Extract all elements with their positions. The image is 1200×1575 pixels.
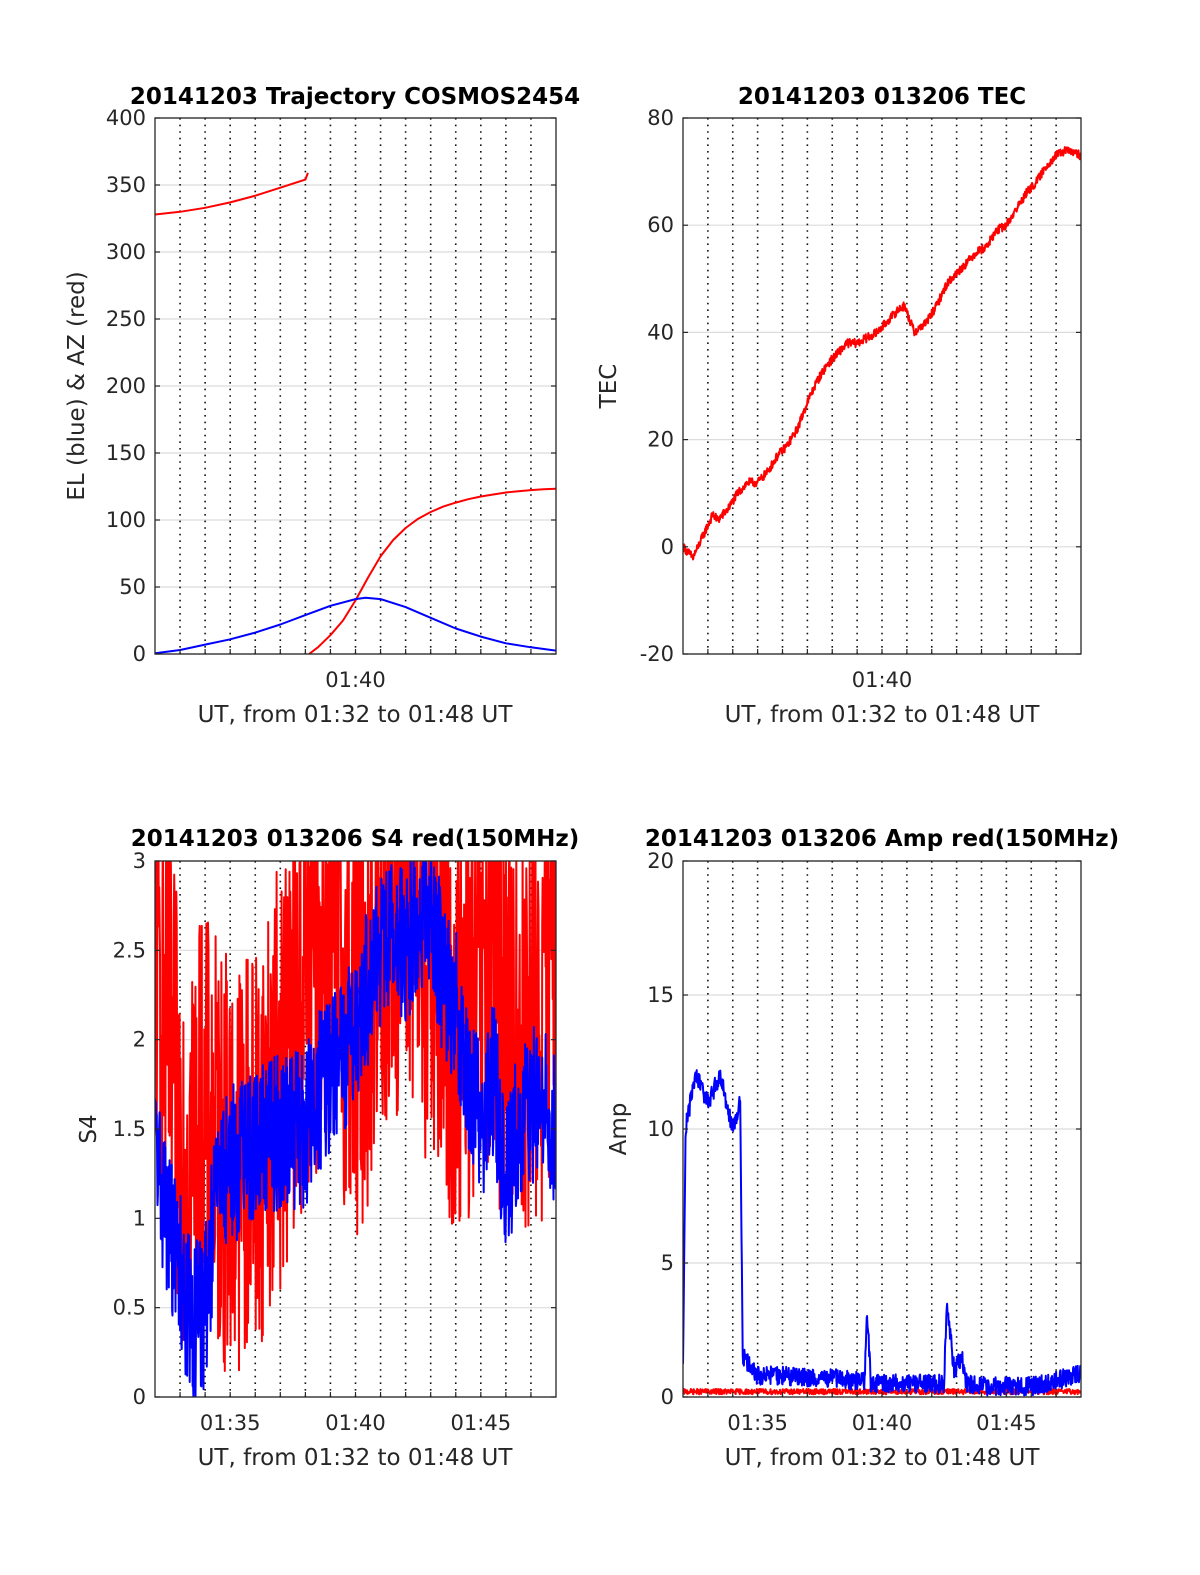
panel-title: 20141203 013206 Amp red(150MHz)	[645, 826, 1119, 852]
x-tick-label: 01:40	[325, 668, 386, 692]
y-tick-label: 15	[647, 983, 674, 1007]
x-axis-label: UT, from 01:32 to 01:48 UT	[725, 1445, 1041, 1471]
series-group	[155, 861, 556, 1397]
x-tick-label: 01:40	[852, 1411, 913, 1435]
x-tick-label: 01:40	[325, 1411, 386, 1435]
panel-tec: 20141203 013206 TEC UT, from 01:32 to 01…	[596, 84, 1082, 728]
y-tick-label: 0	[133, 642, 146, 666]
y-tick-label: 400	[106, 106, 146, 130]
y-tick-label: 300	[106, 240, 146, 264]
y-tick-label: -20	[640, 642, 674, 666]
y-tick-label: 80	[647, 106, 674, 130]
series-line-1-seg-0	[683, 1069, 1081, 1397]
y-tick-label: 350	[106, 173, 146, 197]
y-tick-label: 0	[661, 535, 674, 559]
y-tick-label: 0.5	[113, 1296, 146, 1320]
panel-s4: 20141203 013206 S4 red(150MHz) UT, from …	[76, 826, 580, 1471]
x-tick-label: 01:35	[200, 1411, 261, 1435]
y-tick-label: 3	[133, 849, 146, 873]
panel-title: 20141203 013206 S4 red(150MHz)	[131, 826, 580, 852]
y-tick-label: 10	[647, 1117, 674, 1141]
y-tick-label: 150	[106, 441, 146, 465]
y-axis-label: EL (blue) & AZ (red)	[64, 271, 90, 500]
y-tick-label: 60	[647, 213, 674, 237]
y-tick-label: 2	[133, 1028, 146, 1052]
y-tick-label: 0	[661, 1385, 674, 1409]
panel-title: 20141203 013206 TEC	[738, 84, 1026, 110]
x-tick-label: 01:40	[852, 668, 913, 692]
panel-trajectory: 20141203 Trajectory COSMOS2454 UT, from …	[64, 84, 580, 728]
panel-amp: 20141203 013206 Amp red(150MHz) UT, from…	[606, 826, 1119, 1471]
x-tick-label: 01:45	[451, 1411, 512, 1435]
y-tick-label: 5	[661, 1251, 674, 1275]
series-line-1-seg-0	[155, 596, 556, 654]
y-axis-label: TEC	[596, 364, 622, 410]
y-tick-label: 50	[119, 575, 146, 599]
series-group	[683, 1069, 1081, 1397]
y-tick-label: 20	[647, 849, 674, 873]
x-tick-label: 01:35	[727, 1411, 788, 1435]
series-group	[155, 172, 556, 654]
x-tick-label: 01:45	[976, 1411, 1037, 1435]
y-tick-label: 20	[647, 428, 674, 452]
series-line-1-seg-0	[155, 861, 556, 1397]
y-tick-label: 250	[106, 307, 146, 331]
y-tick-label: 2.5	[113, 938, 146, 962]
y-tick-label: 0	[133, 1385, 146, 1409]
series-line-0-seg-0	[683, 1388, 1081, 1396]
series-group	[683, 146, 1081, 561]
y-tick-label: 1	[133, 1206, 146, 1230]
y-tick-label: 100	[106, 508, 146, 532]
panel-title: 20141203 Trajectory COSMOS2454	[130, 84, 580, 110]
y-tick-label: 40	[647, 320, 674, 344]
x-axis-label: UT, from 01:32 to 01:48 UT	[198, 1445, 514, 1471]
x-axis-label: UT, from 01:32 to 01:48 UT	[198, 702, 514, 728]
y-tick-label: 1.5	[113, 1117, 146, 1141]
x-axis-label: UT, from 01:32 to 01:48 UT	[725, 702, 1041, 728]
y-axis-label: S4	[76, 1114, 102, 1143]
series-line-0-seg-0	[683, 146, 1081, 561]
y-axis-label: Amp	[606, 1103, 632, 1156]
series-line-0-seg-0	[155, 172, 309, 216]
series-line-0-seg-1	[308, 487, 556, 654]
y-tick-label: 200	[106, 374, 146, 398]
